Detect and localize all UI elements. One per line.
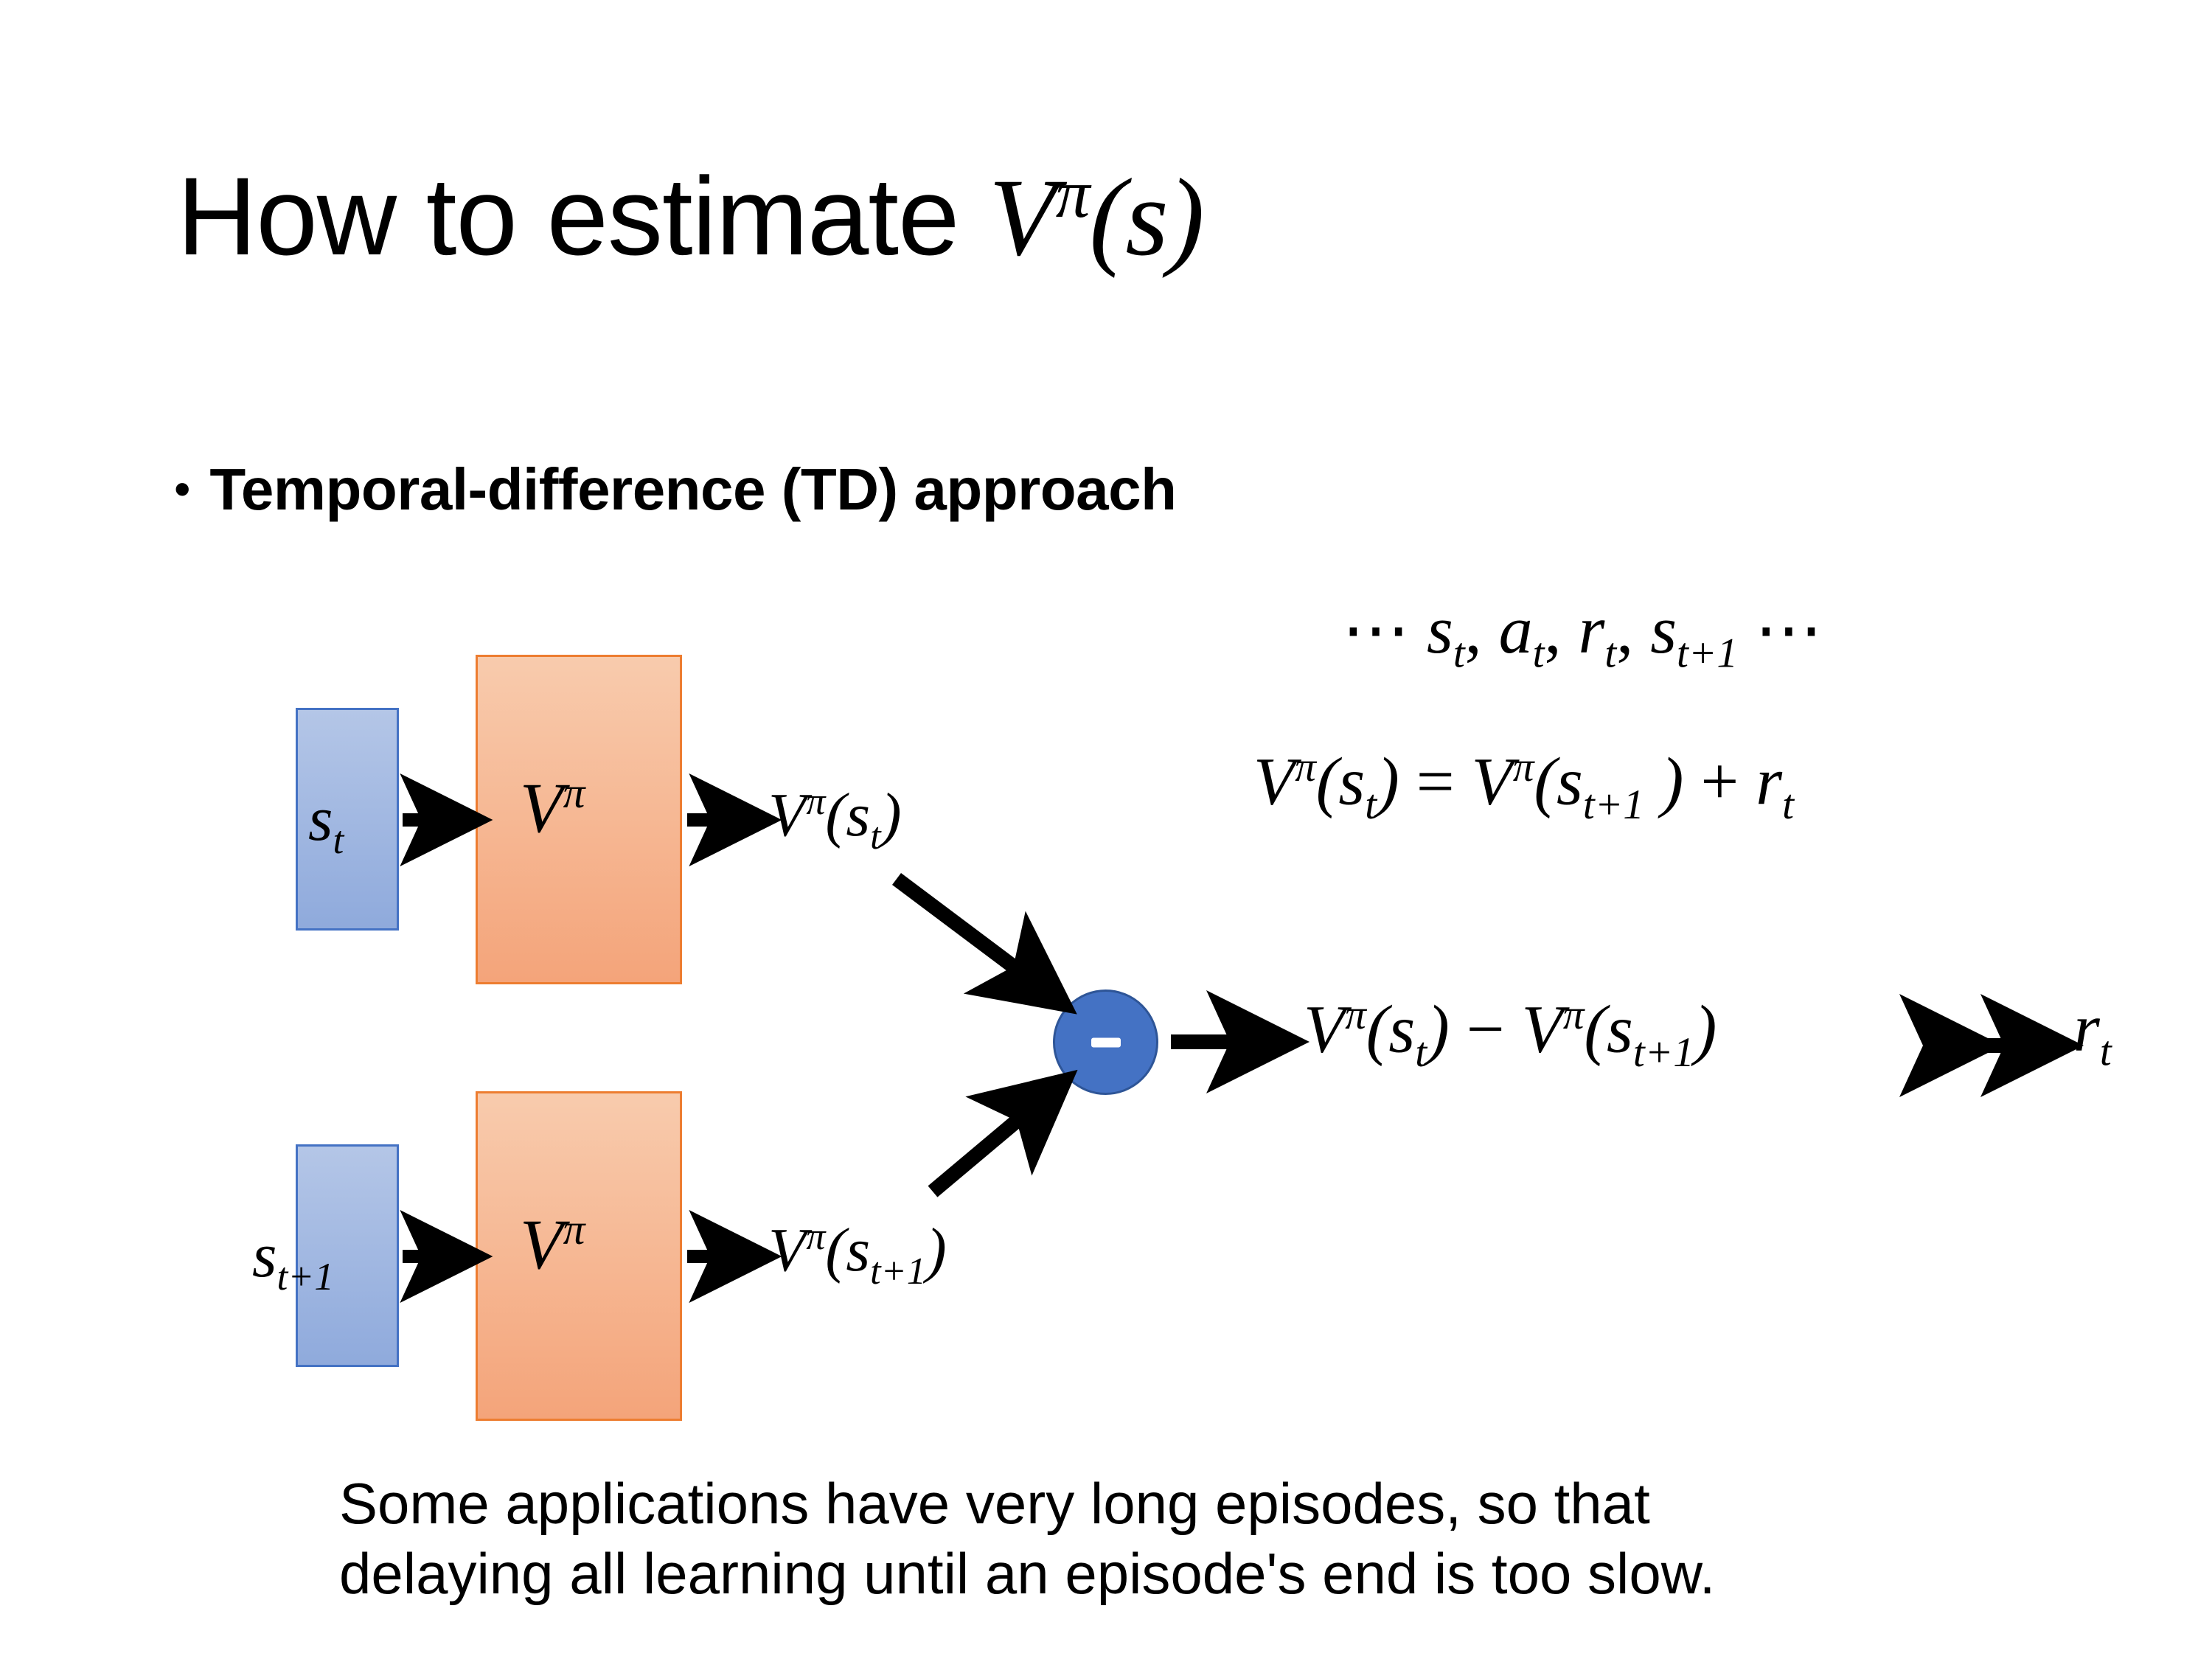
arrow-bottom-output-to-subtract bbox=[928, 1069, 1078, 1197]
bullet-marker-icon: • bbox=[174, 462, 191, 515]
equation-bellman: Vπ(st) = Vπ(st+1 ) + rt bbox=[1253, 743, 1794, 829]
caption-text: Some applications have very long episode… bbox=[339, 1469, 2035, 1609]
model-box-bottom-label: Vπ bbox=[520, 1205, 585, 1284]
model-box-top bbox=[476, 655, 682, 984]
subtract-node bbox=[1053, 990, 1158, 1095]
title-text: How to estimate bbox=[177, 154, 990, 278]
page-title: How to estimate Vπ(s) bbox=[177, 156, 2020, 279]
caption-line-2: delaying all learning until an episode's… bbox=[339, 1541, 1716, 1607]
title-math-pi: π bbox=[1055, 156, 1091, 232]
state-box-top bbox=[296, 708, 399, 931]
minus-icon bbox=[1091, 1037, 1121, 1047]
model-box-top-label: Vπ bbox=[520, 768, 585, 847]
arrow-top-output-to-subtract bbox=[892, 873, 1077, 1015]
title-math-v: Vπ(s) bbox=[989, 156, 1205, 279]
value-output-bottom: Vπ(st+1) bbox=[768, 1216, 947, 1293]
state-box-bottom-label: st+1 bbox=[252, 1220, 334, 1299]
title-math-arg: (s) bbox=[1089, 156, 1204, 279]
model-box-bottom bbox=[476, 1091, 682, 1421]
bullet-item-label: Temporal-difference (TD) approach bbox=[209, 456, 1177, 522]
equation-trajectory: ⋯ st, at, rt, st+1 ⋯ bbox=[1342, 592, 1823, 677]
bullet-item-td-approach: • Temporal-difference (TD) approach bbox=[174, 456, 1177, 524]
state-box-bottom bbox=[296, 1144, 399, 1367]
caption-line-1: Some applications have very long episode… bbox=[339, 1471, 1650, 1536]
state-box-top-label: st bbox=[308, 783, 344, 863]
value-output-top: Vπ(st) bbox=[768, 781, 902, 858]
equation-td-error: Vπ(st) − Vπ(st+1) bbox=[1304, 991, 1717, 1077]
equation-reward-term: rt bbox=[2073, 990, 2112, 1075]
